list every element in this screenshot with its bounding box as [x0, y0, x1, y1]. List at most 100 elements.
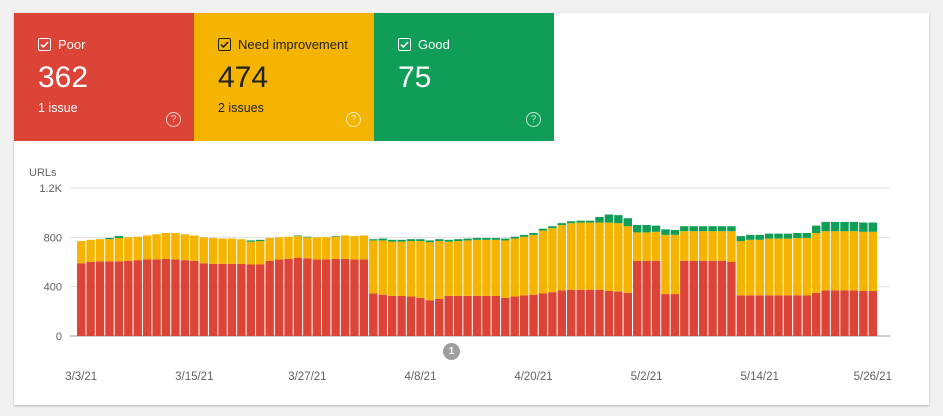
bar-segment-need-improvement[interactable] — [830, 231, 840, 291]
bar-segment-good[interactable] — [369, 239, 378, 241]
bar-segment-poor[interactable] — [124, 260, 133, 336]
bar-segment-need-improvement[interactable] — [698, 231, 708, 261]
bar-segment-good[interactable] — [406, 239, 416, 242]
bar-segment-need-improvement[interactable] — [312, 237, 322, 260]
bar-segment-good[interactable] — [849, 221, 859, 232]
bar-segment-need-improvement[interactable] — [142, 235, 152, 260]
bar-segment-good[interactable] — [463, 238, 472, 241]
bar-segment-poor[interactable] — [114, 261, 124, 336]
bar-segment-good[interactable] — [482, 237, 491, 240]
bar-segment-need-improvement[interactable] — [293, 236, 303, 258]
bar-segment-good[interactable] — [698, 226, 708, 232]
bar-segment-poor[interactable] — [482, 295, 491, 336]
bar-segment-need-improvement[interactable] — [708, 231, 717, 261]
bar-segment-good[interactable] — [444, 239, 453, 242]
bar-segment-need-improvement[interactable] — [190, 235, 199, 261]
bar-segment-poor[interactable] — [425, 300, 435, 336]
bar-segment-good[interactable] — [378, 238, 387, 241]
good-filter-tile[interactable]: Good 75 ? — [374, 13, 554, 141]
bar-segment-poor[interactable] — [95, 261, 105, 336]
bar-segment-good[interactable] — [755, 234, 764, 240]
bar-segment-good[interactable] — [604, 214, 614, 223]
bar-segment-good[interactable] — [595, 216, 604, 223]
bar-segment-poor[interactable] — [453, 295, 463, 336]
bar-segment-need-improvement[interactable] — [519, 236, 529, 296]
bar-segment-poor[interactable] — [491, 295, 501, 336]
bar-segment-good[interactable] — [783, 233, 793, 239]
bar-segment-poor[interactable] — [463, 295, 472, 336]
bar-segment-good[interactable] — [397, 239, 406, 242]
bar-segment-poor[interactable] — [510, 296, 519, 336]
bar-segment-good[interactable] — [519, 234, 529, 237]
bar-segment-poor[interactable] — [755, 295, 764, 336]
bar-segment-poor[interactable] — [632, 260, 642, 336]
bar-segment-need-improvement[interactable] — [472, 239, 482, 296]
poor-filter-tile[interactable]: Poor 362 1 issue ? — [14, 13, 194, 141]
bar-segment-good[interactable] — [416, 239, 425, 242]
bar-segment-need-improvement[interactable] — [133, 236, 142, 261]
bar-segment-need-improvement[interactable] — [783, 238, 793, 296]
bar-segment-poor[interactable] — [369, 293, 378, 336]
bar-segment-need-improvement[interactable] — [387, 241, 397, 296]
bar-segment-poor[interactable] — [350, 259, 359, 336]
bar-segment-good[interactable] — [435, 239, 444, 242]
bar-segment-good[interactable] — [680, 226, 689, 232]
bar-segment-poor[interactable] — [680, 260, 689, 336]
bar-segment-poor[interactable] — [199, 263, 208, 336]
bar-segment-poor[interactable] — [812, 292, 821, 336]
bar-segment-need-improvement[interactable] — [793, 237, 802, 296]
bar-segment-good[interactable] — [331, 236, 340, 237]
bar-segment-poor[interactable] — [727, 262, 736, 336]
bar-segment-poor[interactable] — [538, 293, 548, 336]
bar-segment-good[interactable] — [651, 225, 661, 232]
bar-segment-good[interactable] — [793, 233, 802, 238]
bar-segment-need-improvement[interactable] — [859, 231, 868, 291]
bar-segment-good[interactable] — [256, 239, 265, 242]
bar-segment-need-improvement[interactable] — [463, 240, 472, 296]
bar-segment-need-improvement[interactable] — [812, 233, 821, 293]
bar-segment-need-improvement[interactable] — [501, 240, 510, 298]
bar-segment-poor[interactable] — [661, 294, 670, 336]
bar-segment-poor[interactable] — [830, 290, 840, 336]
bar-segment-good[interactable] — [736, 236, 746, 242]
bar-segment-need-improvement[interactable] — [350, 236, 359, 260]
bar-segment-need-improvement[interactable] — [567, 223, 576, 290]
bar-segment-good[interactable] — [821, 221, 830, 232]
help-icon[interactable]: ? — [166, 112, 181, 127]
bar-segment-need-improvement[interactable] — [755, 239, 764, 296]
bar-segment-poor[interactable] — [303, 258, 312, 336]
bar-segment-good[interactable] — [529, 233, 538, 235]
bar-segment-poor[interactable] — [585, 289, 595, 336]
bar-segment-good[interactable] — [105, 237, 114, 240]
bar-segment-poor[interactable] — [717, 260, 727, 336]
bar-segment-poor[interactable] — [802, 295, 812, 336]
bar-segment-need-improvement[interactable] — [632, 232, 642, 261]
bar-segment-poor[interactable] — [293, 257, 303, 336]
bar-segment-poor[interactable] — [406, 296, 416, 336]
bar-segment-good[interactable] — [538, 228, 548, 231]
bar-segment-poor[interactable] — [142, 259, 152, 336]
bar-segment-good[interactable] — [567, 221, 576, 224]
bar-segment-need-improvement[interactable] — [661, 234, 670, 295]
bar-segment-poor[interactable] — [435, 299, 444, 336]
bar-segment-poor[interactable] — [444, 295, 453, 336]
bar-segment-poor[interactable] — [840, 290, 849, 336]
bar-segment-good[interactable] — [840, 221, 849, 232]
bar-segment-need-improvement[interactable] — [736, 241, 746, 296]
bar-segment-need-improvement[interactable] — [359, 235, 369, 260]
bar-segment-poor[interactable] — [519, 295, 529, 336]
bar-segment-poor[interactable] — [859, 290, 868, 336]
bar-segment-need-improvement[interactable] — [680, 231, 689, 261]
bar-segment-need-improvement[interactable] — [397, 241, 406, 296]
bar-segment-good[interactable] — [727, 226, 736, 232]
checkbox-checked-icon[interactable] — [398, 38, 411, 51]
bar-segment-poor[interactable] — [764, 295, 774, 336]
bar-segment-need-improvement[interactable] — [727, 231, 736, 262]
bar-segment-good[interactable] — [293, 235, 303, 237]
bar-segment-good[interactable] — [472, 237, 482, 240]
bar-segment-need-improvement[interactable] — [482, 239, 491, 296]
bar-segment-need-improvement[interactable] — [124, 237, 133, 261]
bar-segment-need-improvement[interactable] — [746, 239, 755, 296]
bar-segment-good[interactable] — [708, 226, 717, 232]
bar-segment-need-improvement[interactable] — [576, 222, 585, 290]
